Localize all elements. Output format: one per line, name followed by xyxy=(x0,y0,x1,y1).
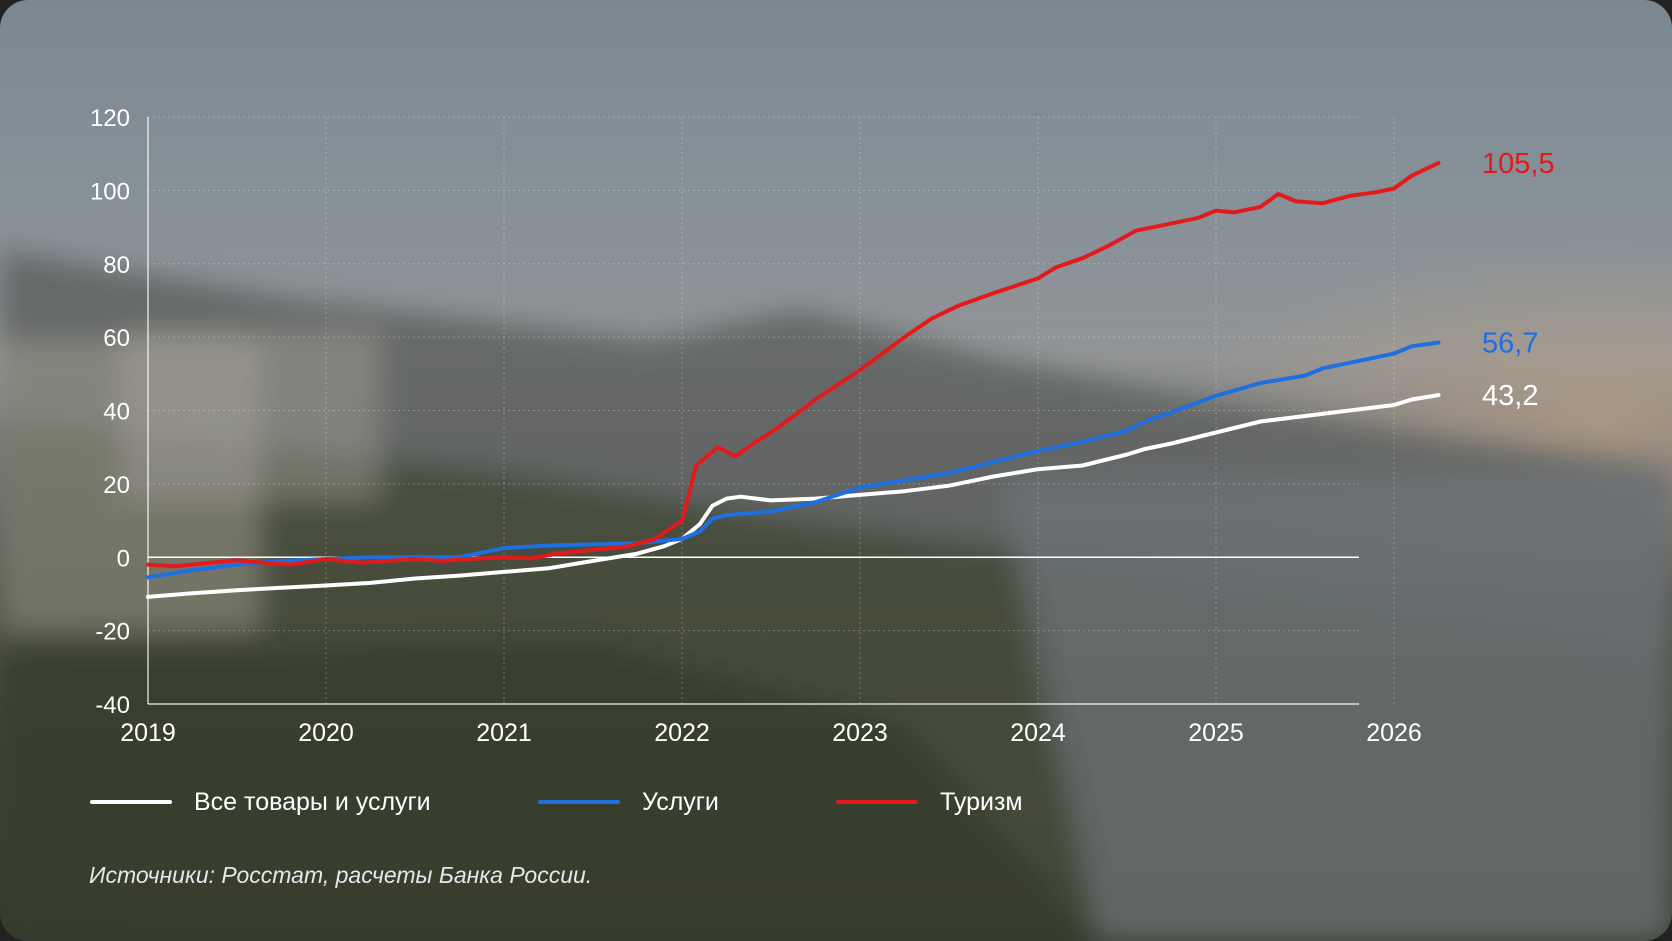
x-axis-ticks: 2019 2020 2021 2022 2023 2024 2025 2026 xyxy=(120,719,1422,747)
x-tick-label: 2019 xyxy=(120,719,176,747)
y-tick-label: 100 xyxy=(90,178,130,205)
series-line-1 xyxy=(146,340,1441,580)
legend: Все товары и услуги Услуги Туризм xyxy=(90,782,1390,822)
series-line-0 xyxy=(146,393,1441,599)
x-tick-label: 2020 xyxy=(298,719,354,747)
x-tick-label: 2025 xyxy=(1188,719,1244,747)
end-label-2: 105,5 xyxy=(1482,148,1555,180)
x-tick-label: 2024 xyxy=(1010,719,1066,747)
legend-label-all: Все товары и услуги xyxy=(194,787,431,816)
series-line-2 xyxy=(146,160,1441,569)
y-tick-label: 0 xyxy=(117,545,130,572)
legend-swatch-tourism xyxy=(836,800,918,804)
y-tick-label: -20 xyxy=(95,619,130,646)
y-tick-label: 120 xyxy=(90,105,130,132)
legend-swatch-services xyxy=(538,800,620,804)
y-tick-label: 20 xyxy=(103,472,130,499)
y-tick-label: 80 xyxy=(103,252,130,279)
end-label-1: 56,7 xyxy=(1482,328,1538,360)
x-tick-label: 2022 xyxy=(654,719,710,747)
y-tick-label: -40 xyxy=(95,692,130,719)
legend-swatch-all xyxy=(90,800,172,804)
legend-item-all: Все товары и услуги xyxy=(90,782,431,822)
source-note: Источники: Росстат, расчеты Банка России… xyxy=(89,862,593,888)
legend-label-services: Услуги xyxy=(642,787,719,816)
y-tick-label: 60 xyxy=(103,325,130,352)
legend-label-tourism: Туризм xyxy=(940,787,1023,816)
legend-item-services: Услуги xyxy=(538,782,719,822)
legend-item-tourism: Туризм xyxy=(836,782,1023,822)
grid-lines xyxy=(148,116,1395,705)
end-labels: 43,2 56,7 105,5 xyxy=(1482,148,1555,412)
x-tick-label: 2021 xyxy=(476,719,532,747)
x-tick-label: 2023 xyxy=(832,719,888,747)
series-lines xyxy=(146,160,1441,599)
y-axis-ticks: 120 100 80 60 40 20 0 -20 -40 xyxy=(90,105,130,719)
y-tick-label: 40 xyxy=(103,399,130,426)
x-tick-label: 2026 xyxy=(1366,719,1422,747)
end-label-0: 43,2 xyxy=(1482,380,1538,412)
